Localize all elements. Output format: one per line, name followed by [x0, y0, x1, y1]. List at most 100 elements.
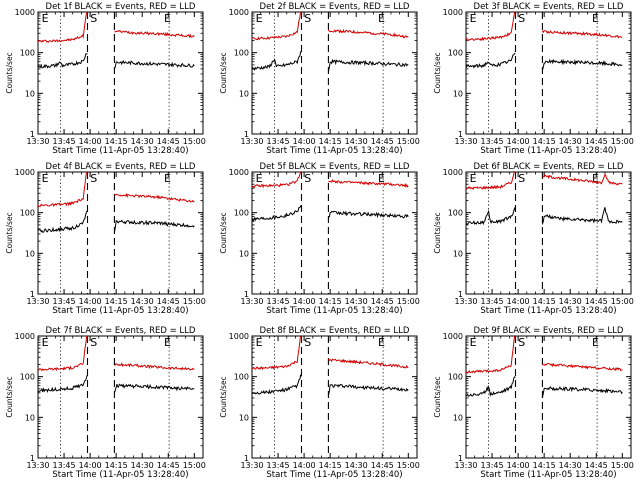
y-axis-label: Counts/sec [433, 212, 442, 253]
marker-E: E [256, 172, 263, 185]
x-tick-label: 14:45 [585, 297, 608, 306]
panel-title: Det 8f BLACK = Events, RED = LLD [260, 326, 410, 336]
x-tick-label: 14:30 [345, 461, 368, 470]
x-tick-label: 14:45 [157, 137, 180, 146]
y-tick-label: 10 [25, 89, 35, 98]
x-tick-label: 14:30 [559, 137, 582, 146]
y-tick-label: 1000 [15, 8, 35, 17]
plot-frame [37, 171, 204, 295]
lld-series-line [252, 12, 409, 41]
marker-E: E [42, 12, 49, 25]
events-series-line [466, 52, 623, 71]
marker-E: E [470, 12, 477, 25]
events-series-line [252, 204, 409, 222]
x-tick-label: 14:00 [293, 461, 316, 470]
plot-frame [251, 11, 418, 135]
x-tick-label: 13:30 [240, 137, 263, 146]
y-tick-label: 100 [234, 49, 249, 58]
events-series-line [466, 206, 623, 226]
x-tick-label: 14:45 [157, 297, 180, 306]
events-series-line [38, 210, 195, 233]
x-tick-label: 13:45 [53, 297, 76, 306]
x-tick-label: 13:45 [267, 461, 290, 470]
marker-S: S [304, 12, 311, 25]
y-tick-label: 10 [25, 413, 35, 422]
x-axis-label: Start Time (11-Apr-05 13:28:40) [52, 470, 188, 480]
lld-series-line [252, 336, 409, 371]
x-tick-label: 15:00 [397, 461, 420, 470]
marker-S: S [90, 336, 97, 349]
y-tick-label: 1000 [15, 332, 35, 341]
plot-frame [465, 171, 632, 295]
marker-E: E [164, 12, 171, 25]
marker-S: S [90, 172, 97, 185]
y-axis-label: Counts/sec [219, 212, 228, 253]
x-tick-label: 14:15 [105, 461, 128, 470]
y-tick-label: 100 [234, 373, 249, 382]
lld-series-line [466, 172, 623, 191]
y-tick-label: 1 [30, 290, 35, 299]
plot-frame [251, 335, 418, 459]
x-tick-label: 14:00 [79, 137, 102, 146]
plot-frame [37, 335, 204, 459]
panel-title: Det 5f BLACK = Events, RED = LLD [260, 162, 410, 172]
panel-title: Det 4f BLACK = Events, RED = LLD [46, 162, 196, 172]
y-tick-label: 1 [244, 454, 249, 463]
y-tick-label: 10 [453, 413, 463, 422]
x-tick-label: 13:30 [26, 297, 49, 306]
marker-S: S [518, 172, 525, 185]
x-axis-label: Start Time (11-Apr-05 13:28:40) [266, 146, 402, 156]
y-axis-label: Counts/sec [5, 212, 14, 253]
x-axis-label: Start Time (11-Apr-05 13:28:40) [266, 470, 402, 480]
x-axis-label: Start Time (11-Apr-05 13:28:40) [480, 146, 616, 156]
y-tick-label: 1 [458, 130, 463, 139]
x-tick-label: 15:00 [183, 297, 206, 306]
x-tick-label: 14:15 [105, 137, 128, 146]
marker-S: S [518, 336, 525, 349]
plot-frame [251, 171, 418, 295]
y-tick-label: 1 [30, 454, 35, 463]
marker-S: S [304, 172, 311, 185]
lld-series-line [38, 172, 195, 208]
x-tick-label: 13:45 [53, 461, 76, 470]
x-axis-label: Start Time (11-Apr-05 13:28:40) [52, 306, 188, 316]
x-tick-label: 14:00 [507, 137, 530, 146]
y-axis-label: Counts/sec [433, 376, 442, 417]
events-series-line [466, 376, 623, 399]
y-tick-label: 1000 [15, 168, 35, 177]
x-tick-label: 15:00 [397, 297, 420, 306]
events-series-line [38, 52, 195, 69]
x-tick-label: 13:30 [26, 137, 49, 146]
panel-title: Det 6f BLACK = Events, RED = LLD [474, 162, 624, 172]
x-tick-label: 14:45 [585, 137, 608, 146]
lld-series-line [38, 12, 195, 43]
marker-E: E [256, 12, 263, 25]
panel-title: Det 3f BLACK = Events, RED = LLD [474, 2, 624, 12]
events-series-line [252, 51, 409, 72]
lld-series-line [466, 12, 623, 42]
plot-frame [465, 335, 632, 459]
y-tick-label: 10 [453, 89, 463, 98]
y-tick-label: 100 [448, 373, 463, 382]
x-tick-label: 13:30 [454, 297, 477, 306]
x-tick-label: 14:30 [131, 297, 154, 306]
lld-series-line [38, 336, 195, 372]
x-tick-label: 14:30 [559, 297, 582, 306]
x-tick-label: 13:30 [240, 297, 263, 306]
lld-series-line [252, 172, 409, 189]
x-tick-label: 14:45 [585, 461, 608, 470]
panel-title: Det 9f BLACK = Events, RED = LLD [474, 326, 624, 336]
marker-E: E [592, 336, 599, 349]
y-tick-label: 100 [20, 373, 35, 382]
panel-title: Det 2f BLACK = Events, RED = LLD [260, 2, 410, 12]
x-tick-label: 13:30 [240, 461, 263, 470]
y-tick-label: 1 [458, 290, 463, 299]
panel-det-2: Det 2f BLACK = Events, RED = LLD 1 10 100 10… [219, 2, 420, 156]
x-tick-label: 14:00 [507, 297, 530, 306]
y-axis-label: Counts/sec [5, 52, 14, 93]
y-axis-label: Counts/sec [5, 376, 14, 417]
marker-E: E [592, 12, 599, 25]
x-axis-label: Start Time (11-Apr-05 13:28:40) [480, 306, 616, 316]
y-tick-label: 10 [453, 249, 463, 258]
